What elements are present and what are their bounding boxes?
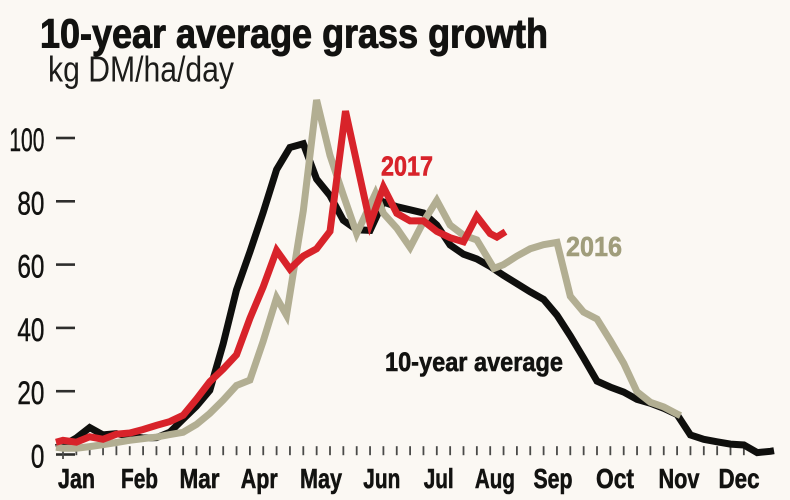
svg-text:100: 100 — [9, 122, 44, 158]
svg-text:20: 20 — [17, 375, 44, 411]
svg-text:2017: 2017 — [381, 150, 433, 181]
svg-text:Oct: Oct — [596, 463, 634, 494]
svg-text:40: 40 — [17, 312, 44, 348]
svg-text:kg DM/ha/day: kg DM/ha/day — [48, 48, 234, 89]
svg-text:Feb: Feb — [121, 463, 158, 494]
svg-text:Jul: Jul — [424, 463, 454, 494]
svg-text:May: May — [300, 463, 342, 494]
svg-text:80: 80 — [17, 185, 44, 221]
svg-text:60: 60 — [17, 249, 44, 285]
svg-text:10-year average: 10-year average — [385, 347, 563, 377]
svg-text:Aug: Aug — [475, 463, 515, 494]
svg-text:Apr: Apr — [241, 463, 278, 494]
svg-text:Jun: Jun — [363, 463, 400, 494]
svg-text:10-year average grass growth: 10-year average grass growth — [40, 11, 548, 57]
svg-text:Sep: Sep — [534, 463, 573, 494]
svg-text:Mar: Mar — [180, 463, 220, 494]
svg-text:0: 0 — [31, 439, 45, 475]
svg-text:Jan: Jan — [58, 463, 95, 494]
svg-text:Nov: Nov — [659, 463, 700, 494]
svg-text:Dec: Dec — [719, 463, 760, 494]
svg-text:2016: 2016 — [566, 231, 622, 262]
